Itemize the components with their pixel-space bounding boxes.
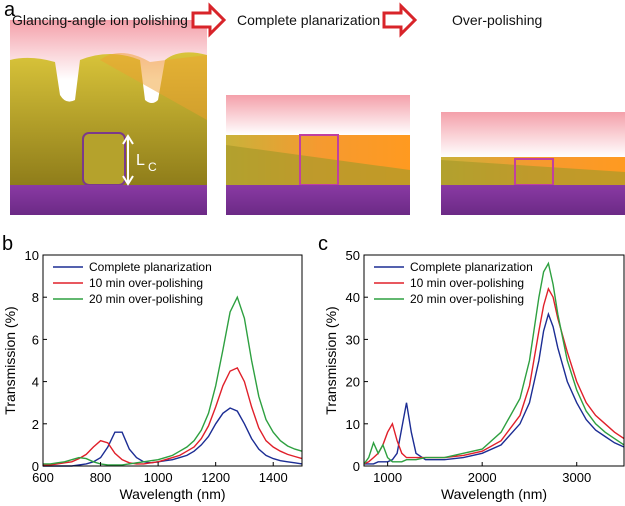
legend-label: 20 min over-polishing bbox=[410, 292, 524, 306]
y-tick-label: 2 bbox=[32, 417, 39, 432]
series-line bbox=[363, 286, 625, 465]
legend-label: 10 min over-polishing bbox=[89, 276, 203, 290]
x-axis-label: Wavelength (nm) bbox=[119, 486, 225, 502]
plot-frame bbox=[42, 254, 303, 467]
x-tick-label: 2000 bbox=[468, 470, 497, 485]
panel-label: b bbox=[2, 233, 13, 255]
y-tick-label: 8 bbox=[32, 290, 39, 305]
lc-label: L bbox=[136, 152, 145, 169]
step-label: Over-polishing bbox=[452, 12, 543, 28]
x-tick-label: 1000 bbox=[144, 470, 173, 485]
series-line bbox=[43, 366, 303, 466]
x-tick-label: 800 bbox=[90, 470, 112, 485]
x-tick-label: 600 bbox=[32, 470, 54, 485]
step-label: Glancing-angle ion polishing bbox=[12, 12, 188, 28]
y-tick-label: 10 bbox=[25, 248, 39, 263]
y-tick-label: 6 bbox=[32, 332, 39, 347]
x-tick-label: 1200 bbox=[201, 470, 230, 485]
x-tick-label: 1000 bbox=[373, 470, 402, 485]
y-tick-label: 20 bbox=[346, 375, 360, 390]
y-axis-label: Transmission (%) bbox=[323, 306, 339, 414]
arrow bbox=[191, 2, 227, 38]
illustration bbox=[441, 112, 625, 215]
y-tick-label: 10 bbox=[346, 417, 360, 432]
series-line bbox=[43, 295, 303, 466]
arrow bbox=[382, 2, 418, 38]
series-line bbox=[363, 261, 625, 465]
x-axis-label: Wavelength (nm) bbox=[441, 486, 547, 502]
x-tick-label: 1400 bbox=[259, 470, 288, 485]
legend-label: Complete planarization bbox=[89, 260, 212, 274]
legend-label: 10 min over-polishing bbox=[410, 276, 524, 290]
legend-label: Complete planarization bbox=[410, 260, 533, 274]
y-tick-label: 30 bbox=[346, 332, 360, 347]
illustration bbox=[226, 95, 410, 215]
step-label: Complete planarization bbox=[237, 12, 381, 28]
lc-subscript: C bbox=[148, 160, 157, 174]
y-tick-label: 0 bbox=[353, 459, 360, 474]
x-tick-label: 3000 bbox=[562, 470, 591, 485]
y-tick-label: 4 bbox=[32, 375, 39, 390]
plot-frame bbox=[363, 254, 625, 467]
series-line bbox=[43, 407, 303, 467]
y-axis-label: Transmission (%) bbox=[2, 306, 18, 414]
series-line bbox=[364, 311, 625, 465]
panel-label: a bbox=[4, 0, 16, 21]
illustration: L C bbox=[10, 20, 207, 215]
y-tick-label: 0 bbox=[32, 459, 39, 474]
legend-label: 20 min over-polishing bbox=[89, 292, 203, 306]
y-tick-label: 50 bbox=[346, 248, 360, 263]
y-tick-label: 40 bbox=[346, 290, 360, 305]
panel-label: c bbox=[318, 233, 328, 255]
